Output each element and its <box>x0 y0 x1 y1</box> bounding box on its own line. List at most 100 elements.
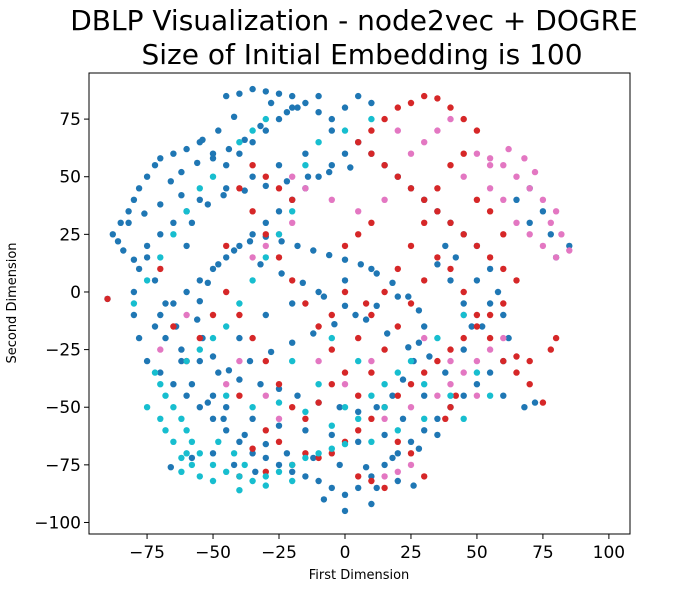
data-point <box>223 381 230 388</box>
data-point <box>170 300 177 307</box>
data-point <box>434 357 441 365</box>
data-point <box>188 219 196 226</box>
data-point <box>368 392 375 399</box>
data-point <box>162 392 169 399</box>
data-point <box>381 484 388 492</box>
data-point <box>373 404 380 411</box>
data-point <box>473 323 481 330</box>
data-point <box>178 415 185 422</box>
data-point <box>302 162 309 169</box>
data-point <box>355 473 362 480</box>
data-point <box>249 208 256 215</box>
data-point <box>368 438 375 445</box>
data-point <box>341 242 349 250</box>
data-point <box>299 279 306 286</box>
data-point <box>236 357 243 365</box>
data-point <box>143 277 151 284</box>
x-tick-label: 25 <box>400 543 422 563</box>
data-point <box>394 438 401 445</box>
data-point <box>486 155 494 162</box>
data-point <box>394 427 401 434</box>
data-point <box>215 438 222 445</box>
data-point <box>434 334 441 342</box>
data-point <box>421 219 428 226</box>
data-point <box>513 277 520 284</box>
data-point <box>230 247 238 254</box>
data-point <box>223 254 230 261</box>
data-point <box>183 242 190 250</box>
data-point <box>434 208 441 215</box>
data-point <box>178 454 185 462</box>
data-point <box>183 208 190 215</box>
data-point <box>289 173 296 180</box>
data-point <box>341 150 349 157</box>
data-point <box>209 415 217 422</box>
data-point <box>505 145 512 153</box>
data-point <box>566 247 573 254</box>
data-point <box>326 251 333 259</box>
data-point <box>368 477 375 485</box>
data-point <box>381 196 388 203</box>
data-point <box>223 185 230 192</box>
data-point <box>249 254 256 261</box>
data-point <box>407 381 415 388</box>
data-point <box>341 381 349 388</box>
data-point <box>209 477 217 485</box>
data-point <box>249 445 256 452</box>
data-point <box>223 404 230 411</box>
data-point <box>183 145 190 153</box>
data-point <box>170 150 177 157</box>
data-point <box>275 422 283 429</box>
data-point <box>302 99 309 107</box>
data-point <box>183 288 190 296</box>
data-point <box>223 92 230 100</box>
data-point <box>130 288 138 296</box>
data-point <box>236 311 243 319</box>
data-point <box>204 399 211 406</box>
data-point <box>230 113 238 121</box>
data-point <box>566 242 573 250</box>
data-point <box>223 468 230 475</box>
data-point <box>381 381 388 388</box>
data-point <box>355 415 362 422</box>
data-point <box>196 196 203 203</box>
data-point <box>143 404 151 411</box>
data-point <box>407 438 415 445</box>
data-point <box>294 242 301 250</box>
data-point <box>289 339 296 346</box>
data-point <box>405 293 412 300</box>
data-point <box>196 450 203 457</box>
data-point <box>170 404 177 411</box>
data-point <box>373 270 380 277</box>
data-point <box>381 288 388 296</box>
data-point <box>135 334 143 342</box>
data-point <box>328 311 335 319</box>
data-point <box>275 461 283 469</box>
data-point <box>341 256 349 263</box>
data-point <box>447 357 454 365</box>
data-point <box>460 173 467 180</box>
data-point <box>223 162 230 169</box>
data-point <box>473 242 481 250</box>
data-point <box>209 311 217 319</box>
data-point <box>399 376 407 383</box>
data-point <box>500 265 507 273</box>
data-point <box>486 254 494 261</box>
data-point <box>421 473 428 480</box>
y-tick-label: −75 <box>45 456 81 476</box>
data-point <box>531 168 539 176</box>
data-point <box>447 277 454 284</box>
y-tick-label: −50 <box>45 398 81 418</box>
data-point <box>275 90 283 97</box>
data-point <box>262 231 269 238</box>
data-point <box>315 173 322 180</box>
data-point <box>117 219 124 226</box>
data-point <box>494 288 502 296</box>
y-axis-ticks: −100 −75 −50 −25 0 25 50 75 <box>34 110 89 533</box>
data-point <box>486 162 494 169</box>
data-point <box>220 192 227 199</box>
y-axis-label: Second Dimension <box>5 242 20 363</box>
data-point <box>500 311 507 319</box>
data-point <box>539 242 547 250</box>
data-point <box>486 300 494 307</box>
